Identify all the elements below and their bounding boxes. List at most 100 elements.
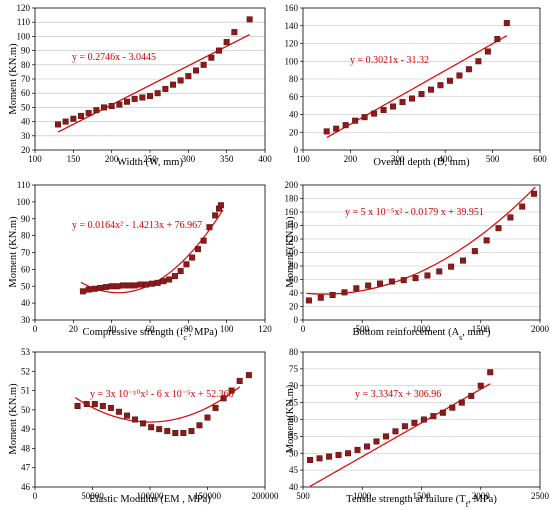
data-point (107, 404, 114, 411)
data-point (216, 47, 222, 54)
y-tick-label: 140 (285, 221, 299, 231)
data-point (228, 387, 235, 394)
data-point (124, 98, 130, 105)
y-tick-label: 30 (21, 315, 31, 325)
data-point (392, 428, 399, 435)
y-tick-label: 100 (17, 197, 31, 207)
data-point (148, 280, 155, 287)
y-tick-label: 40 (289, 110, 299, 120)
data-point (484, 48, 491, 55)
data-point (456, 72, 463, 79)
y-tick-label: 50 (21, 102, 31, 112)
data-point (458, 399, 465, 406)
y-tick-label: 160 (285, 3, 299, 13)
x-tick-label: 400 (258, 154, 272, 164)
x-axis-label: Bottom reinforcement (As, mm²) (352, 327, 491, 342)
data-point (519, 203, 526, 210)
x-tick-label: 350 (220, 154, 234, 164)
data-point (353, 285, 360, 292)
data-point (217, 202, 224, 209)
y-tick-label: 200 (285, 180, 299, 190)
y-tick-label: 100 (285, 248, 299, 258)
data-point (236, 377, 243, 384)
trend-equation: y = 5 x 10⁻⁵x² - 0.0179 x + 39.951 (345, 207, 484, 218)
x-tick-label: 2000 (531, 324, 550, 334)
data-point (449, 404, 456, 411)
data-point (93, 107, 100, 114)
data-point (412, 275, 419, 282)
x-axis-label: Width (W, mm) (117, 157, 183, 168)
data-point (427, 86, 434, 93)
y-tick-label: 60 (289, 92, 299, 102)
x-tick-label: 50000 (81, 491, 104, 501)
data-point (390, 103, 397, 110)
data-point (70, 115, 77, 122)
data-point (137, 281, 144, 288)
data-point (78, 112, 84, 119)
y-axis-label: Moment (KN.m) (8, 43, 19, 115)
x-tick-label: 0 (33, 491, 38, 501)
data-point (459, 257, 466, 264)
data-point (341, 289, 348, 296)
x-axis-label: Elastic Modulus (EM , MPa) (89, 494, 211, 505)
y-tick-label: 120 (285, 234, 299, 244)
y-tick-label: 48 (21, 443, 31, 453)
data-point (188, 428, 195, 435)
y-tick-label: 40 (21, 117, 31, 127)
y-tick-label: 20 (289, 302, 299, 312)
data-point (371, 110, 378, 117)
data-point (125, 282, 132, 289)
data-point (156, 426, 163, 433)
y-tick-label: 46 (21, 482, 31, 492)
data-point (193, 67, 199, 74)
data-point (148, 424, 155, 431)
data-point (424, 272, 431, 279)
y-tick-label: 80 (21, 231, 31, 241)
y-tick-label: 110 (17, 17, 31, 27)
data-point (79, 288, 86, 295)
data-point (212, 212, 219, 219)
x-tick-label: 0 (33, 324, 38, 334)
x-tick-label: 150 (67, 154, 81, 164)
data-point (382, 433, 389, 440)
y-tick-label: 49 (21, 424, 31, 434)
data-point (483, 237, 490, 244)
chart-panel-5: 0 50000 100000 150000 200000 46 47 48 49 50 51 52 53… (8, 347, 279, 505)
data-point (531, 190, 538, 197)
y-tick-label: 160 (285, 207, 299, 217)
x-axis-label: Tensile strength at failure (Tf, MPa) (346, 494, 497, 509)
y-tick-label: 180 (285, 194, 299, 204)
data-point (354, 446, 361, 453)
y-tick-label: 50 (21, 405, 31, 415)
data-point (439, 409, 446, 416)
y-tick-label: 40 (289, 482, 299, 492)
x-tick-label: 2000 (472, 491, 491, 501)
y-tick-label: 75 (289, 364, 299, 374)
data-point (55, 121, 61, 128)
x-tick-label: 1500 (413, 491, 432, 501)
y-tick-label: 65 (289, 398, 299, 408)
data-point (436, 268, 443, 275)
y-tick-label: 20 (289, 127, 299, 137)
data-point (200, 237, 207, 244)
data-point (316, 455, 323, 462)
trendline (306, 186, 536, 295)
x-tick-label: 300 (182, 154, 196, 164)
y-tick-label: 47 (21, 463, 31, 473)
data-point (140, 420, 147, 427)
x-tick-label: 200000 (252, 491, 280, 501)
data-point (377, 280, 384, 287)
y-tick-label: 0 (294, 145, 299, 155)
x-tick-label: 2500 (531, 491, 550, 501)
data-point (185, 73, 192, 80)
data-point (307, 457, 314, 463)
y-tick-label: 80 (289, 261, 299, 271)
data-point (345, 450, 352, 457)
data-point (465, 66, 472, 73)
data-point (116, 101, 123, 108)
x-tick-label: 20 (69, 324, 79, 334)
data-point (120, 282, 127, 289)
x-tick-label: 500 (486, 154, 500, 164)
data-point (164, 428, 171, 435)
data-point (196, 422, 203, 429)
